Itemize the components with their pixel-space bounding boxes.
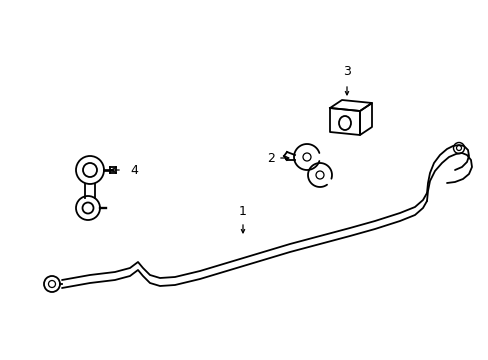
Text: 4: 4 bbox=[130, 163, 138, 176]
Text: 1: 1 bbox=[239, 205, 246, 218]
Text: 2: 2 bbox=[266, 152, 274, 165]
Text: 3: 3 bbox=[343, 65, 350, 78]
